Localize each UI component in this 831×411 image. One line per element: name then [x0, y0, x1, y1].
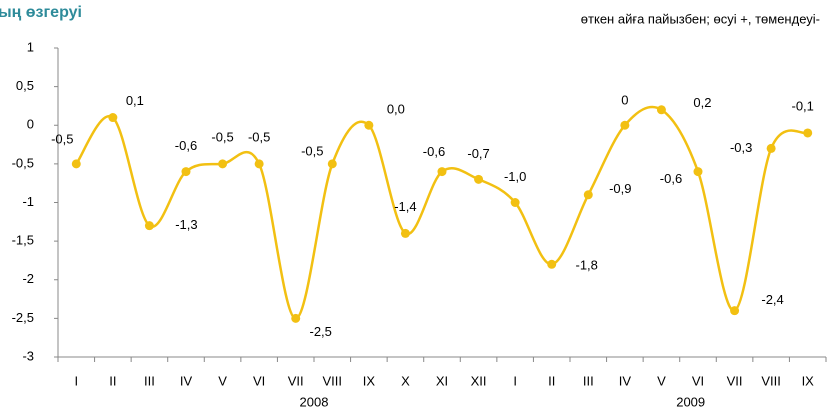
data-label: -1,3	[175, 217, 197, 232]
y-tick-label: -0,5	[12, 155, 34, 170]
data-label: -1,8	[576, 258, 598, 273]
x-tick-label: IV	[180, 373, 193, 388]
data-label: -2,4	[761, 292, 783, 307]
y-tick-label: 1	[27, 39, 34, 54]
data-label: -0,1	[792, 98, 814, 113]
data-label: -0,5	[51, 131, 73, 146]
x-tick-label: IX	[363, 373, 376, 388]
point	[766, 143, 776, 153]
point	[108, 113, 118, 123]
x-tick-label: IX	[802, 373, 815, 388]
y-tick-label: -2,5	[12, 310, 34, 325]
point	[181, 167, 191, 177]
x-tick-label: IV	[619, 373, 632, 388]
data-label: 0,1	[126, 93, 144, 108]
x-tick-label: III	[583, 373, 594, 388]
data-label: -0,5	[301, 143, 323, 158]
point	[218, 159, 228, 169]
y-tick-label: 0	[27, 117, 34, 132]
point	[656, 105, 666, 115]
x-tick-label: I	[513, 373, 517, 388]
point	[474, 174, 484, 184]
x-tick-label: VI	[692, 373, 704, 388]
point	[620, 120, 630, 130]
y-tick-label: -1	[22, 194, 34, 209]
y-tick-label: -2	[22, 271, 34, 286]
x-tick-label: III	[144, 373, 155, 388]
data-label: -1,0	[504, 169, 526, 184]
point	[144, 221, 154, 231]
year-label: 2009	[676, 394, 705, 409]
x-tick-label: V	[657, 373, 666, 388]
data-label: 0,2	[693, 95, 711, 110]
x-tick-label: V	[218, 373, 227, 388]
point	[437, 167, 447, 177]
point	[400, 228, 410, 238]
x-tick-label: VII	[727, 373, 743, 388]
x-tick-label: II	[548, 373, 555, 388]
y-tick-label: -1,5	[12, 233, 34, 248]
x-tick-label: VIII	[761, 373, 781, 388]
y-tick-label: -3	[22, 348, 34, 363]
data-label: -0,9	[609, 181, 631, 196]
data-label: -0,6	[423, 144, 445, 159]
year-label: 2008	[300, 394, 329, 409]
data-label: 0,0	[387, 102, 405, 117]
point	[693, 167, 703, 177]
x-tick-label: XII	[471, 373, 487, 388]
point	[71, 159, 81, 169]
x-tick-label: VI	[253, 373, 265, 388]
data-label: -0,6	[175, 138, 197, 153]
x-tick-label: X	[401, 373, 410, 388]
data-label: -1,4	[394, 199, 416, 214]
data-label: -0,7	[467, 146, 489, 161]
x-tick-label: II	[109, 373, 116, 388]
data-label: 0	[621, 93, 628, 108]
point	[327, 159, 337, 169]
chart-title: ың өзгеруі	[0, 4, 82, 21]
point	[730, 306, 740, 316]
data-label: -2,5	[310, 324, 332, 339]
y-tick-label: 0,5	[16, 78, 34, 93]
x-tick-label: VIII	[323, 373, 343, 388]
point	[583, 190, 593, 200]
data-label: -0,5	[211, 129, 233, 144]
data-label: -0,6	[660, 171, 682, 186]
point	[510, 198, 520, 207]
point	[254, 159, 264, 169]
data-label: -0,5	[248, 129, 270, 144]
point	[803, 128, 813, 138]
data-label: -0,3	[730, 140, 752, 155]
point	[291, 313, 301, 323]
x-tick-label: VII	[288, 373, 304, 388]
chart-subtitle: өткен айға пайызбен; өсуі +, төмендеуі-	[581, 11, 820, 26]
x-tick-label: XI	[436, 373, 448, 388]
point	[547, 259, 557, 269]
point	[364, 120, 374, 130]
x-tick-label: I	[74, 373, 78, 388]
